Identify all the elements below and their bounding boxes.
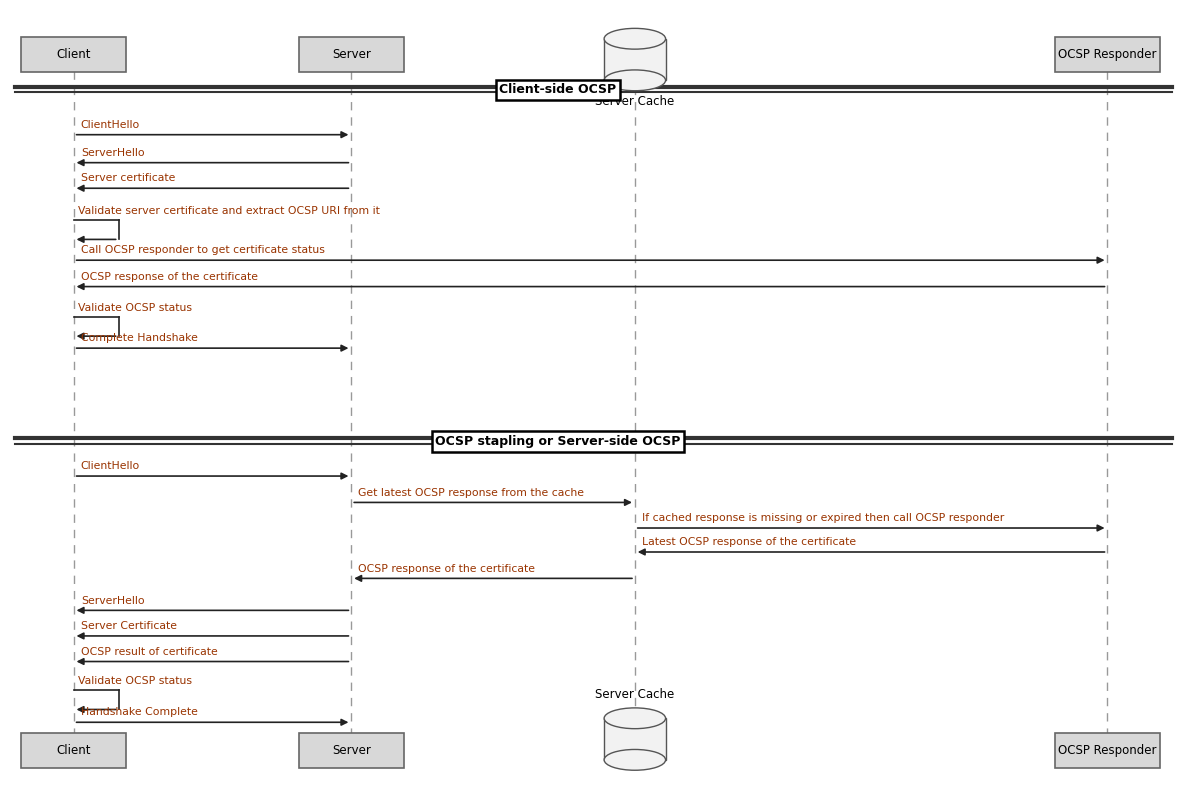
FancyBboxPatch shape bbox=[21, 37, 126, 72]
Text: Call OCSP responder to get certificate status: Call OCSP responder to get certificate s… bbox=[81, 246, 324, 255]
Ellipse shape bbox=[604, 749, 666, 770]
Ellipse shape bbox=[604, 70, 666, 91]
FancyBboxPatch shape bbox=[21, 733, 126, 768]
Bar bbox=[604, 39, 666, 80]
Text: Server Cache: Server Cache bbox=[595, 688, 674, 701]
Text: Client-side OCSP: Client-side OCSP bbox=[500, 84, 616, 97]
Ellipse shape bbox=[604, 708, 666, 729]
Text: OCSP Responder: OCSP Responder bbox=[1058, 48, 1156, 61]
Text: Validate OCSP status: Validate OCSP status bbox=[78, 676, 192, 687]
FancyBboxPatch shape bbox=[299, 733, 404, 768]
Text: OCSP result of certificate: OCSP result of certificate bbox=[81, 646, 217, 657]
Text: OCSP stapling or Server-side OCSP: OCSP stapling or Server-side OCSP bbox=[436, 436, 680, 448]
Text: Server: Server bbox=[332, 744, 370, 757]
Text: ClientHello: ClientHello bbox=[81, 120, 140, 130]
Text: Client: Client bbox=[57, 48, 91, 61]
Text: Complete Handshake: Complete Handshake bbox=[81, 333, 197, 344]
Text: Server Certificate: Server Certificate bbox=[81, 621, 177, 631]
Text: Validate server certificate and extract OCSP URI from it: Validate server certificate and extract … bbox=[78, 206, 380, 217]
Bar bbox=[604, 718, 666, 760]
Text: Server Cache: Server Cache bbox=[595, 95, 674, 108]
Text: If cached response is missing or expired then call OCSP responder: If cached response is missing or expired… bbox=[642, 514, 1004, 523]
FancyBboxPatch shape bbox=[1055, 733, 1160, 768]
Text: OCSP response of the certificate: OCSP response of the certificate bbox=[81, 272, 258, 282]
Text: OCSP Responder: OCSP Responder bbox=[1058, 744, 1156, 757]
Text: Server: Server bbox=[332, 48, 370, 61]
Text: Get latest OCSP response from the cache: Get latest OCSP response from the cache bbox=[358, 488, 584, 497]
Text: Client: Client bbox=[57, 744, 91, 757]
Text: Handshake Complete: Handshake Complete bbox=[81, 708, 197, 717]
Text: ServerHello: ServerHello bbox=[81, 148, 145, 158]
Text: OCSP response of the certificate: OCSP response of the certificate bbox=[358, 564, 535, 574]
Text: ServerHello: ServerHello bbox=[81, 596, 145, 605]
Text: Latest OCSP response of the certificate: Latest OCSP response of the certificate bbox=[642, 537, 856, 547]
Ellipse shape bbox=[604, 28, 666, 49]
Text: Server certificate: Server certificate bbox=[81, 173, 176, 184]
Text: Validate OCSP status: Validate OCSP status bbox=[78, 303, 192, 313]
FancyBboxPatch shape bbox=[299, 37, 404, 72]
Text: ClientHello: ClientHello bbox=[81, 461, 140, 471]
FancyBboxPatch shape bbox=[1055, 37, 1160, 72]
